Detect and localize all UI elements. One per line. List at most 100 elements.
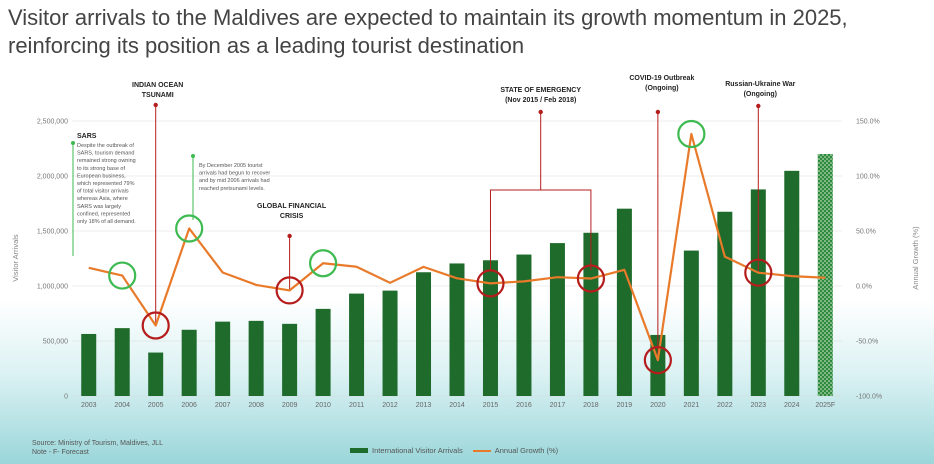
y-left-tick-label: 1,500,000 <box>37 229 68 236</box>
x-tick-label: 2008 <box>248 402 264 409</box>
source-note: Source: Ministry of Tourism, Maldives, J… <box>32 439 163 457</box>
bar <box>349 293 365 396</box>
event-marker <box>287 233 292 239</box>
bar <box>181 329 197 396</box>
x-tick-label: 2025F <box>815 402 835 409</box>
event-label: CRISIS <box>280 213 304 220</box>
bar <box>750 189 766 396</box>
x-tick-label: 2013 <box>416 402 432 409</box>
growth-line <box>88 132 826 362</box>
x-tick-label: 2014 <box>449 402 465 409</box>
x-tick-label: 2015 <box>483 402 499 409</box>
bar <box>114 328 130 396</box>
bar <box>81 333 97 396</box>
y-right-tick-label: 100.0% <box>856 174 880 181</box>
negative-highlight-circle <box>643 346 672 375</box>
annotation-marker <box>191 154 195 158</box>
legend: International Visitor Arrivals Annual Gr… <box>350 446 558 455</box>
y-right-tick-label: 150.0% <box>856 119 880 126</box>
bar <box>248 320 264 396</box>
event-label: Russian-Ukraine War <box>725 81 795 88</box>
legend-bars-label: International Visitor Arrivals <box>372 446 463 455</box>
x-tick-label: 2024 <box>784 402 800 409</box>
event-bracket <box>489 189 592 270</box>
event-marker <box>538 109 543 115</box>
y-left-tick-label: 2,500,000 <box>37 119 68 126</box>
event-marker <box>655 109 661 115</box>
x-tick-label: 2018 <box>583 402 599 409</box>
event-label: TSUNAMI <box>142 92 174 99</box>
event-label: GLOBAL FINANCIAL <box>257 203 327 210</box>
positive-highlight-circle <box>677 119 706 149</box>
x-tick-label: 2021 <box>684 402 700 409</box>
x-tick-label: 2004 <box>114 402 130 409</box>
forecast-note: Note - F- Forecast <box>32 449 89 456</box>
annotation-text: only 18% of all demand. <box>77 219 136 225</box>
bar <box>549 243 565 396</box>
bar <box>382 290 398 396</box>
annotation-text: confined, represented <box>77 211 130 217</box>
bar <box>148 352 164 396</box>
page-title: Visitor arrivals to the Maldives are exp… <box>8 5 848 58</box>
y-right-tick-label: -50.0% <box>856 339 878 346</box>
event-marker <box>756 103 761 109</box>
forecast-bar <box>817 154 833 396</box>
legend-item-line: Annual Growth (%) <box>472 446 559 455</box>
annotation-text: By December 2005 tourist <box>199 163 263 169</box>
event-marker <box>153 102 158 108</box>
annotation-text: and by mid 2006 arrivals had <box>199 178 270 184</box>
y-left-tick-label: 1,000,000 <box>37 284 68 291</box>
negative-highlight-circle <box>141 311 170 340</box>
event-label: (Ongoing) <box>645 85 678 92</box>
annotation-text: remained strong owning <box>77 158 136 164</box>
annotation-text: which represented 79% <box>76 181 135 187</box>
x-tick-label: 2010 <box>315 402 331 409</box>
x-tick-label: 2019 <box>617 402 633 409</box>
negative-highlight-circle <box>744 258 773 287</box>
annotation-text: European business, <box>77 173 126 179</box>
legend-item-bars: International Visitor Arrivals <box>350 446 463 455</box>
positive-highlight-circle <box>108 261 137 290</box>
bar <box>482 260 498 396</box>
legend-bar-swatch <box>350 448 368 453</box>
annotation-text: of total visitor arrivals <box>77 189 129 195</box>
bar <box>315 308 331 396</box>
y-left-tick-label: 0 <box>64 394 68 401</box>
event-label: INDIAN OCEAN <box>132 82 183 89</box>
x-tick-label: 2007 <box>215 402 231 409</box>
annotation-heading: SARS <box>77 133 97 140</box>
annotation-text: arrivals had begun to recover <box>199 171 270 177</box>
y-left-axis-title: Visitor Arrivals <box>11 234 20 282</box>
y-right-tick-label: -100.0% <box>856 394 882 401</box>
positive-highlight-circle <box>308 249 338 278</box>
x-tick-label: 2006 <box>181 402 197 409</box>
annotation-text: Despite the outbreak of <box>77 143 134 149</box>
event-label: (Nov 2015 / Feb 2018) <box>505 97 576 104</box>
x-tick-label: 2009 <box>282 402 298 409</box>
event-label: (Ongoing) <box>744 91 777 98</box>
x-tick-label: 2017 <box>550 402 566 409</box>
y-left-tick-label: 2,000,000 <box>37 174 68 181</box>
annotation-marker <box>71 141 75 145</box>
x-tick-label: 2022 <box>717 402 733 409</box>
bar <box>449 263 465 396</box>
negative-highlight-circle <box>275 276 304 305</box>
x-tick-label: 2005 <box>148 402 164 409</box>
x-tick-label: 2016 <box>516 402 532 409</box>
y-right-axis-title: Annual Growth (%) <box>911 226 920 290</box>
x-tick-label: 2012 <box>382 402 398 409</box>
bar <box>516 254 532 396</box>
x-tick-label: 2003 <box>81 402 97 409</box>
event-label: STATE OF EMERGENCY <box>500 87 581 94</box>
bar <box>583 232 599 396</box>
y-left-tick-label: 500,000 <box>43 339 68 346</box>
bar <box>784 170 800 396</box>
annotation-text: SARS, tourism demand <box>77 151 134 157</box>
annotation-text: reached pretsunami levels. <box>199 186 265 192</box>
x-tick-label: 2011 <box>349 402 364 409</box>
x-tick-label: 2020 <box>650 402 666 409</box>
legend-line-label: Annual Growth (%) <box>494 446 559 455</box>
bar <box>616 208 632 396</box>
event-label: COVID-19 Outbreak <box>629 75 694 82</box>
